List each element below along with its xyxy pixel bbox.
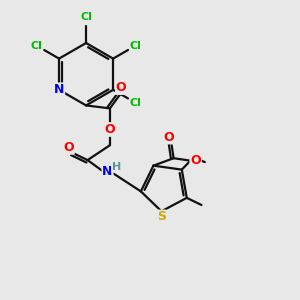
- Text: N: N: [102, 166, 113, 178]
- Text: Cl: Cl: [130, 40, 142, 50]
- Text: H: H: [112, 162, 121, 172]
- Text: N: N: [54, 83, 64, 96]
- Text: O: O: [116, 81, 127, 94]
- Text: Cl: Cl: [130, 98, 142, 108]
- Text: O: O: [63, 141, 74, 154]
- Text: O: O: [190, 154, 201, 167]
- Text: O: O: [105, 123, 115, 136]
- Text: Cl: Cl: [31, 40, 42, 50]
- Text: O: O: [163, 130, 174, 144]
- Text: S: S: [157, 210, 166, 224]
- Text: Cl: Cl: [80, 12, 92, 22]
